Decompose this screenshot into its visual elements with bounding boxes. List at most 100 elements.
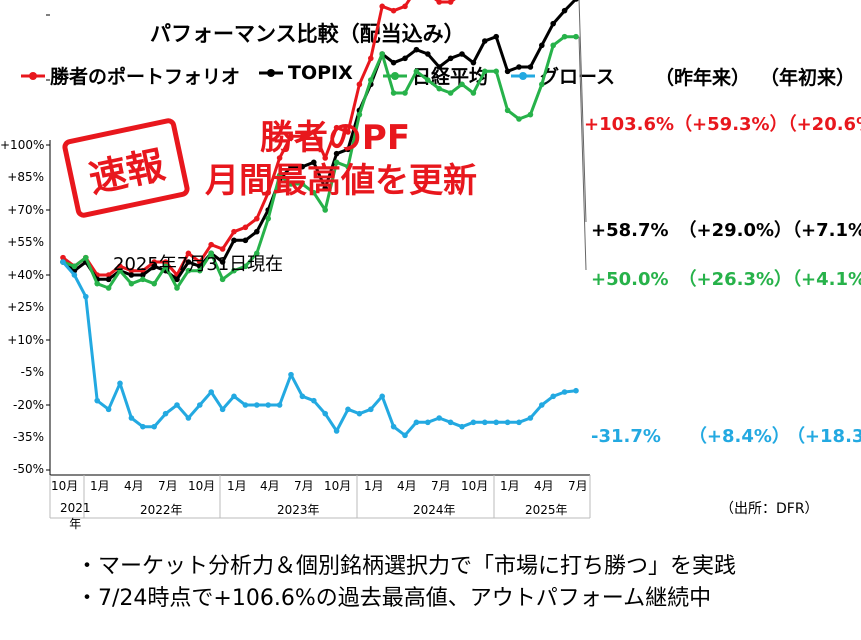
series-point-0 [185, 250, 192, 257]
x-tick-label: 10月 [188, 479, 216, 493]
series-point-3 [71, 272, 78, 278]
series-point-3 [425, 419, 431, 426]
legend-item-portfolio: 勝者のポートフォリオ [20, 62, 240, 89]
series-point-2 [311, 189, 317, 196]
series-point-2 [482, 68, 488, 75]
series-point-3 [390, 423, 397, 430]
series-point-3 [197, 402, 203, 408]
series-point-1 [174, 276, 180, 283]
series-point-3 [288, 371, 294, 378]
series-point-2 [333, 159, 340, 166]
series-point-1 [128, 272, 135, 278]
series-point-1 [345, 146, 351, 153]
series-point-2 [197, 267, 203, 274]
series-point-0 [231, 228, 237, 235]
series-point-1 [516, 64, 522, 70]
header-ytd: （年初来） [760, 67, 856, 89]
series-point-2 [71, 263, 78, 270]
year-label-2021: 2021 年 [60, 501, 91, 531]
series-point-0 [356, 81, 363, 88]
x-tick-label: 1月 [500, 479, 520, 493]
series-point-3 [379, 393, 386, 400]
x-tick-label: 1月 [90, 479, 110, 493]
series-point-2 [288, 181, 294, 187]
series-line-0 [62, 0, 456, 277]
y-tick-label: +10% [7, 333, 44, 347]
series-point-2 [162, 263, 169, 270]
x-tick-label: 1月 [364, 479, 384, 493]
series-point-3 [219, 406, 226, 413]
series-point-2 [265, 215, 272, 222]
series-point-3 [117, 380, 123, 387]
series-point-1 [322, 185, 329, 192]
series-point-1 [231, 237, 237, 244]
series-point-3 [333, 428, 340, 434]
series-point-3 [527, 415, 534, 421]
series-point-1 [242, 237, 249, 244]
series-point-2 [322, 207, 329, 213]
series-point-2 [219, 276, 226, 283]
y-tick-label: -5% [20, 365, 44, 379]
series-point-1 [459, 51, 465, 57]
series-point-0 [447, 0, 454, 5]
series-point-1 [425, 51, 431, 57]
series-point-0 [436, 0, 442, 5]
series-point-2 [527, 111, 534, 118]
series-point-2 [276, 172, 283, 179]
portfolio-ytd: （+20.6%） [787, 114, 861, 135]
y-tick-label: +70% [7, 203, 44, 217]
x-tick-label: 10月 [324, 479, 352, 493]
series-point-1 [470, 59, 477, 66]
series-point-0 [208, 241, 214, 248]
series-point-3 [322, 410, 329, 417]
source-note: （出所：DFR） [720, 501, 819, 517]
series-point-3 [573, 387, 579, 394]
series-point-1 [140, 272, 146, 278]
series-point-3 [539, 402, 545, 408]
nikkei-since-last-year: （+26.3%） [678, 269, 793, 290]
series-point-3 [140, 423, 146, 430]
series-point-2 [174, 285, 180, 291]
portfolio-return-labels: +103.6%（+59.3%）（+20.6%） [584, 110, 861, 136]
x-tick-label: 10月 [51, 479, 79, 493]
series-point-3 [185, 415, 192, 421]
series-point-2 [561, 33, 568, 40]
series-point-1 [185, 259, 192, 265]
series-point-3 [253, 402, 260, 408]
growth-total-return: -31.7% [591, 426, 661, 447]
series-line-1 [62, 0, 578, 281]
series-point-1 [504, 68, 511, 75]
series-point-3 [231, 393, 237, 400]
series-point-2 [436, 85, 443, 92]
series-point-1 [311, 159, 317, 166]
headline: 勝者のPF 月間最高値を更新 [205, 117, 477, 203]
series-point-3 [311, 397, 317, 404]
series-point-1 [482, 38, 488, 44]
series-point-2 [356, 111, 363, 118]
topix-leader-line [578, 0, 587, 223]
series-point-2 [117, 267, 123, 274]
y-tick-label: +100% [0, 138, 45, 152]
year-label-2025: 2025年 [525, 503, 568, 517]
series-line-3 [61, 261, 577, 437]
series-point-2 [128, 280, 135, 287]
series-point-0 [151, 259, 157, 265]
x-tick-label: 7月 [431, 479, 451, 493]
year-label-2023: 2023年 [277, 503, 320, 517]
legend-label: TOPIX [288, 62, 353, 84]
series-point-0 [402, 3, 408, 10]
series-point-0 [117, 263, 123, 270]
series-point-3 [345, 406, 351, 413]
series-point-2 [413, 68, 420, 75]
y-tick-label: +25% [7, 300, 44, 314]
series-point-3 [459, 423, 465, 430]
series-point-1 [573, 0, 579, 2]
series-point-2 [493, 68, 500, 75]
x-tick-label: 4月 [260, 479, 280, 493]
series-point-0 [162, 259, 169, 265]
series-point-2 [94, 280, 100, 287]
series-point-3 [276, 402, 283, 408]
series-point-2 [151, 280, 157, 287]
legend-marker-blue [511, 71, 535, 80]
legend-item-topix: TOPIX [258, 62, 353, 84]
